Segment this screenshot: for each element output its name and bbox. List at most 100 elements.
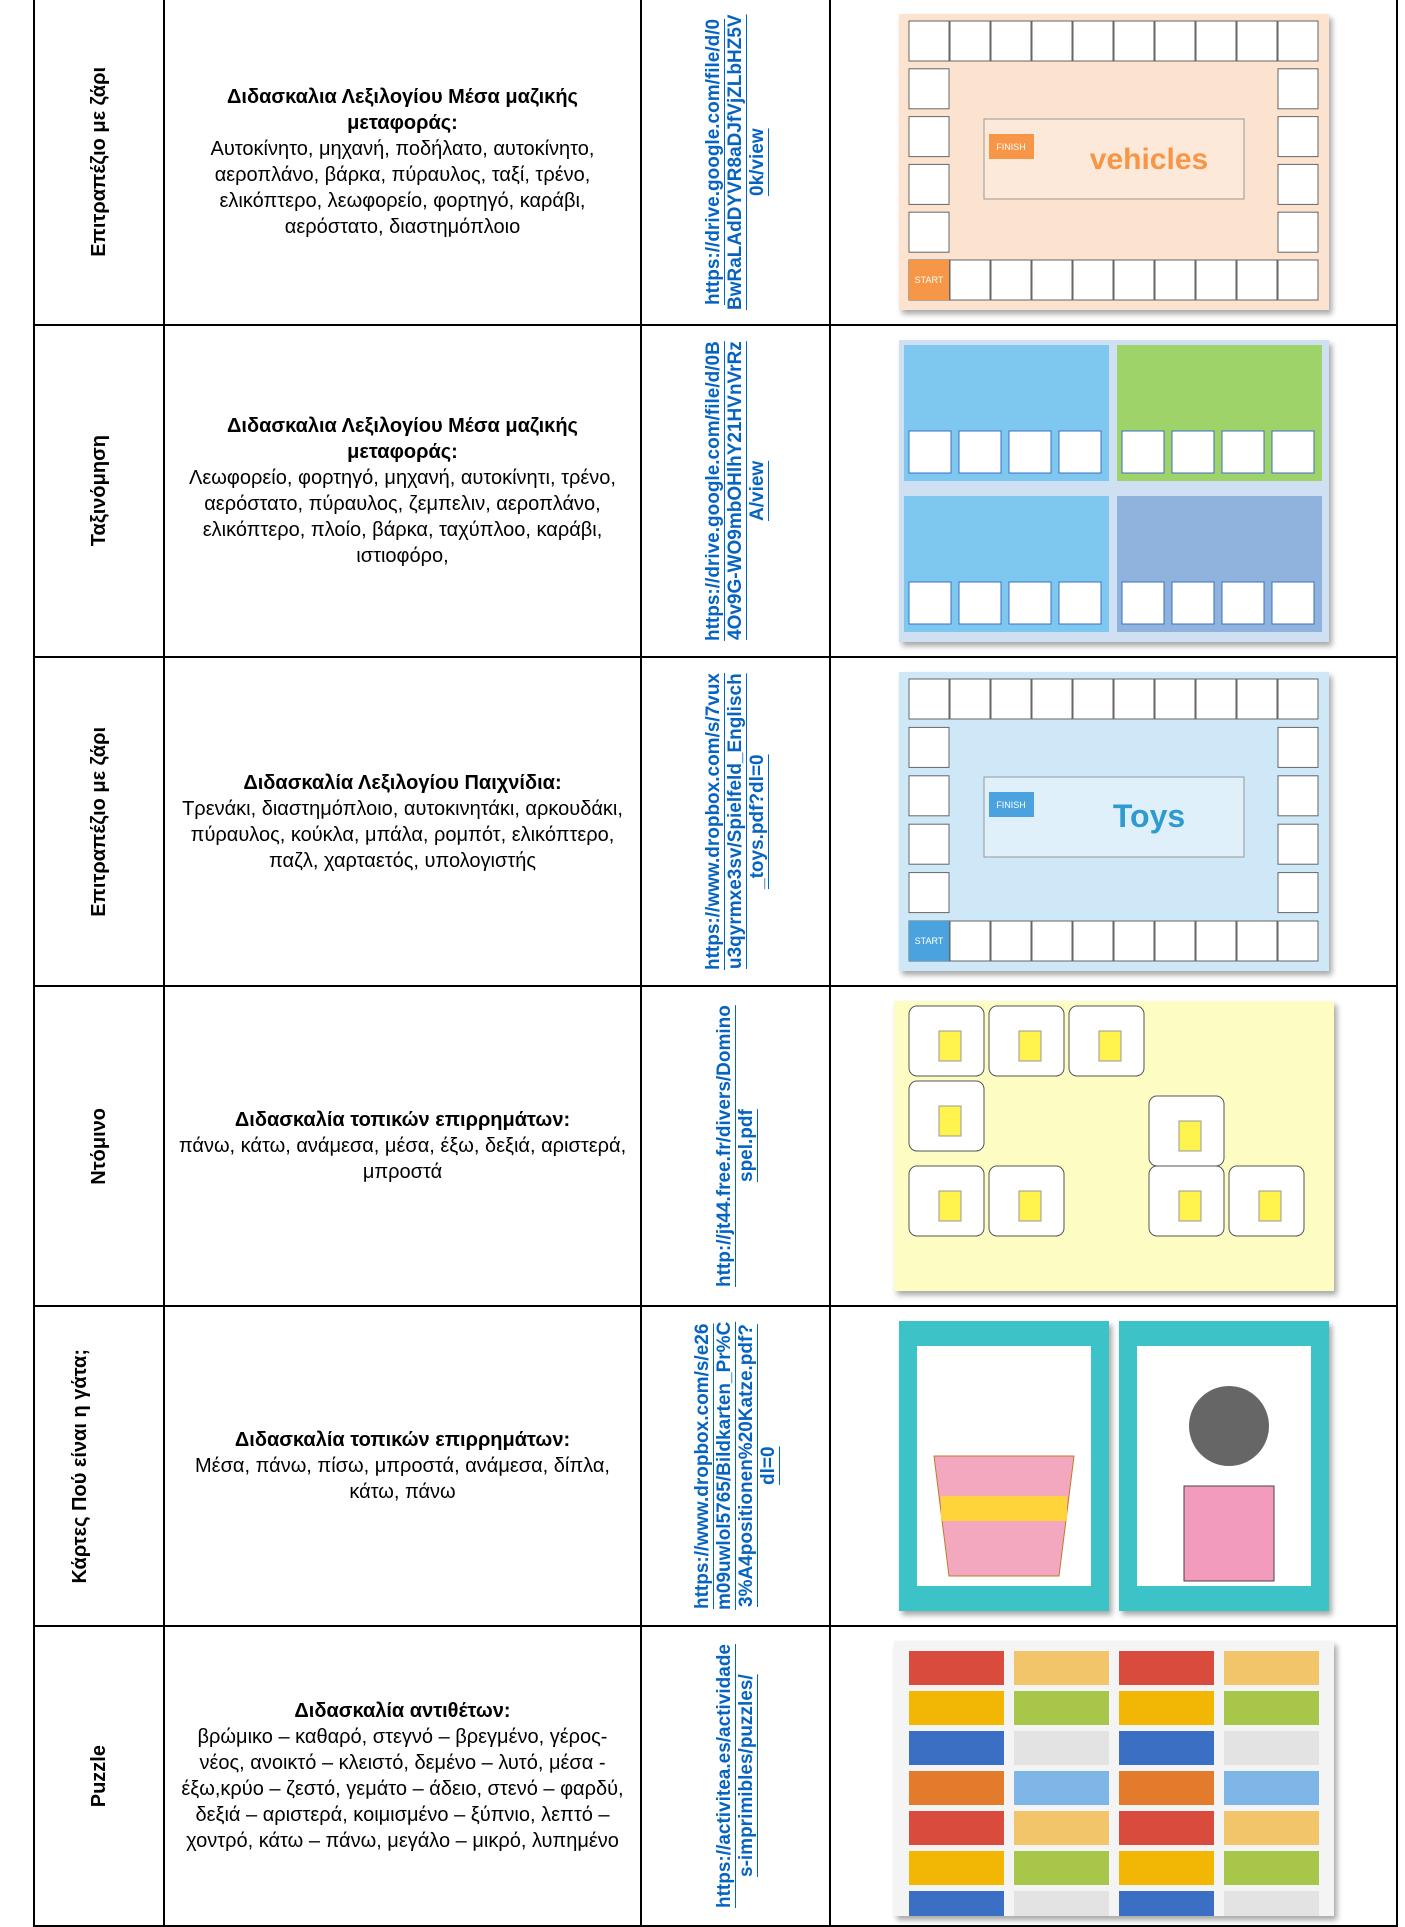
cube [1178, 1120, 1201, 1152]
cube [1018, 1190, 1041, 1222]
thumbnail: FINISH vehicles START [898, 14, 1329, 310]
square [949, 20, 990, 62]
piece [1013, 1851, 1109, 1885]
square [1277, 259, 1318, 301]
link[interactable]: https://drive.google.com/file/d/0B4Ov9G-… [702, 341, 768, 641]
slot [1121, 430, 1164, 474]
game-type: Επιτραπέζιο με ζάρι [87, 726, 110, 917]
square [1154, 678, 1195, 720]
description-heading: Διδασκαλια Λεξιλογίου Μέσα μαζικής μεταφ… [227, 86, 578, 134]
game-type: Ντόμινο [87, 1107, 110, 1185]
square [1031, 920, 1072, 962]
cube [938, 1105, 961, 1137]
link-cell: https://activitea.es/actividades-imprimi… [640, 1627, 829, 1925]
cube [938, 1030, 961, 1062]
square [1113, 920, 1154, 962]
piece [1118, 1731, 1214, 1765]
image-cell: FINISH vehicles START [829, 0, 1398, 324]
description-text: Τρενάκι, διαστημόπλοιο, αυτοκινητάκι, αρ… [182, 797, 623, 872]
square [1277, 872, 1318, 914]
square [1236, 20, 1277, 62]
piece [1118, 1651, 1214, 1685]
square [908, 211, 949, 253]
table-row: Ταξινόμηση Διδασκαλια Λεξιλογίου Μέσα μαζ… [33, 326, 1398, 658]
description-text: πάνω, κάτω, ανάμεσα, μέσα, έξω, δεξιά, α… [178, 1135, 627, 1183]
game-type: Επιτραπέζιο με ζάρι [87, 67, 110, 257]
square [1072, 20, 1113, 62]
link[interactable]: https://activitea.es/actividades-imprimi… [713, 1644, 757, 1908]
square [1113, 678, 1154, 720]
piece [1223, 1771, 1319, 1805]
slot [958, 581, 1001, 625]
cube [1258, 1190, 1281, 1222]
gift [1183, 1485, 1274, 1582]
piece [1223, 1811, 1319, 1845]
description-heading: Διδασκαλία αντιθέτων: [294, 1700, 511, 1722]
description-text: βρώμικο – καθαρό, στεγνό – βρεγμένο, γέρ… [181, 1726, 624, 1852]
square [1154, 259, 1195, 301]
piece [908, 1771, 1004, 1805]
square [1154, 20, 1195, 62]
piece [1013, 1771, 1109, 1805]
square [949, 259, 990, 301]
piece [1223, 1731, 1319, 1765]
link-cell: https://drive.google.com/file/d/0BwRaLAd… [640, 0, 829, 324]
link[interactable]: http://jt44.free.fr/divers/Dominospel.pd… [713, 1005, 757, 1287]
square [1195, 20, 1236, 62]
description-text: Αυτοκίνητο, μηχανή, ποδήλατο, αυτοκίνητο… [210, 138, 595, 238]
description: Διδασκαλία τοπικών επιρρημάτων: Μέσα, πάν… [165, 1427, 640, 1505]
square [1195, 259, 1236, 301]
slot [1058, 581, 1101, 625]
stripe [940, 1496, 1067, 1521]
slot [1058, 430, 1101, 474]
description-text: Μέσα, πάνω, πίσω, μπροστά, ανάμεσα, δίπλ… [195, 1455, 610, 1503]
link-cell: https://drive.google.com/file/d/0B4Ov9G-… [640, 326, 829, 656]
cube [1178, 1190, 1201, 1222]
piece [1013, 1651, 1109, 1685]
square [908, 775, 949, 817]
image-cell [829, 1307, 1398, 1625]
link[interactable]: https://www.dropbox.com/s/e26m09uwlol576… [691, 1321, 779, 1611]
piece [1118, 1891, 1214, 1916]
slot [1008, 430, 1051, 474]
square [1277, 726, 1318, 768]
link-cell: https://www.dropbox.com/s/e26m09uwlol576… [640, 1307, 829, 1625]
square [1031, 678, 1072, 720]
table-row: Puzzle Διδασκαλία αντιθέτων: βρώμικο – καθ… [33, 1627, 1398, 1927]
square [990, 20, 1031, 62]
square [949, 920, 990, 962]
description-text: Λεωφορείο, φορτηγό, μηχανή, αυτοκίνητι, … [189, 467, 616, 567]
description-cell: Διδασκαλία Λεξιλογίου Παιχνίδια: Τρενάκι,… [163, 658, 640, 985]
description: Διδασκαλία αντιθέτων: βρώμικο – καθαρό, σ… [165, 1698, 640, 1854]
board-label: FINISH [996, 800, 1026, 810]
slot [1171, 581, 1214, 625]
piece [908, 1651, 1004, 1685]
slot [908, 581, 951, 625]
description-heading: Διδασκαλία τοπικών επιρρημάτων: [234, 1429, 571, 1451]
square [1277, 211, 1318, 253]
image-cell: FINISH Toys START [829, 658, 1398, 985]
link[interactable]: https://www.dropbox.com/s/7vuxu3qyrmxe3s… [702, 673, 768, 970]
link-cell: https://www.dropbox.com/s/7vuxu3qyrmxe3s… [640, 658, 829, 985]
table-row: Ντόμινο Διδασκαλία τοπικών επιρρημάτων: πά… [33, 987, 1398, 1307]
piece [1223, 1891, 1319, 1916]
link[interactable]: https://drive.google.com/file/d/0BwRaLAd… [702, 14, 768, 310]
piece [1118, 1811, 1214, 1845]
piece [908, 1811, 1004, 1845]
type-cell: Κάρτες Πού είναι η γάτα; [33, 1307, 163, 1625]
piece [908, 1731, 1004, 1765]
start-box [908, 260, 949, 300]
description-cell: Διδασκαλια Λεξιλογίου Μέσα μαζικής μεταφ… [163, 0, 640, 324]
cat [1188, 1386, 1269, 1466]
square [908, 872, 949, 914]
square [1195, 920, 1236, 962]
square [1154, 920, 1195, 962]
description-heading: Διδασκαλία τοπικών επιρρημάτων: [234, 1109, 571, 1131]
piece [1223, 1691, 1319, 1725]
square [990, 259, 1031, 301]
finish-box [988, 792, 1034, 817]
description: Διδασκαλία τοπικών επιρρημάτων: πάνω, κάτ… [165, 1107, 640, 1185]
square [1277, 823, 1318, 865]
table-row: Επιτραπέζιο με ζάρι Διδασκαλια Λεξιλογίου… [33, 0, 1398, 326]
description-cell: Διδασκαλία αντιθέτων: βρώμικο – καθαρό, σ… [163, 1627, 640, 1925]
